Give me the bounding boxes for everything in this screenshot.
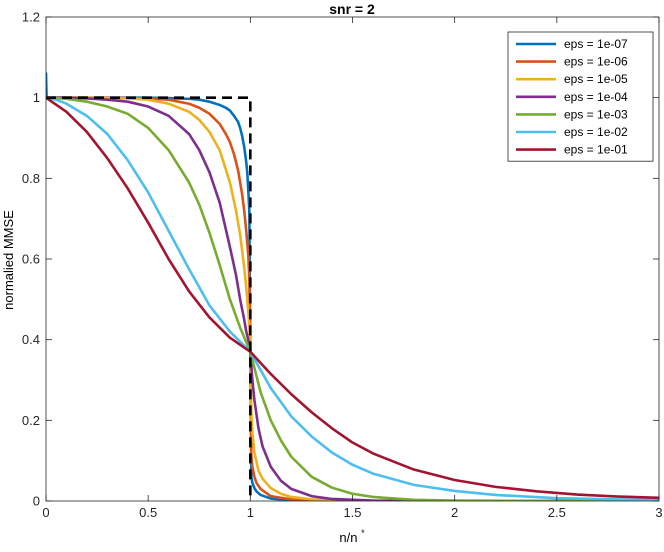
legend-label-4: eps = 1e-04 [564,90,628,104]
y-tick-label: 0 [33,494,40,509]
series-line-7 [46,96,659,500]
y-tick-label: 1.2 [22,10,40,25]
legend-label-2: eps = 1e-06 [564,55,628,69]
x-tick-label: 0.5 [139,505,157,520]
x-tick-label: 2 [451,505,458,520]
legend-label-1: eps = 1e-07 [564,37,628,51]
series-layer [46,72,659,501]
x-tick-label: 3 [655,505,662,520]
ticks-layer: 0 0.5 1 1.5 2 2.5 3 0 0.2 0.4 0.6 0.8 1 1.2 [22,10,663,521]
legend-label-7: eps = 1e-01 [564,143,628,157]
y-axis-label: normalied MMSE [1,210,16,310]
x-tick-label: 1 [247,505,254,520]
series-line-4 [46,96,659,501]
legend: eps = 1e-07 eps = 1e-06 eps = 1e-05 eps = 1… [507,31,654,162]
legend-label-3: eps = 1e-05 [564,72,628,86]
y-tick-label: 0.4 [22,332,40,347]
x-axis-label-sup: * [361,528,365,538]
y-tick-label: 0.6 [22,252,40,267]
series-line-6 [46,96,659,501]
legend-label-5: eps = 1e-03 [564,107,628,121]
y-tick-label: 0.8 [22,171,40,186]
series-line-5 [46,96,659,501]
y-tick-label: 0.2 [22,413,40,428]
legend-label-6: eps = 1e-02 [564,125,628,139]
y-tick-label: 1 [33,90,40,105]
x-axis-label: n/n * [339,528,365,545]
reference-step-line [46,96,252,501]
x-tick-label: 0 [42,505,49,520]
x-axis-label-main: n/n [339,530,357,545]
x-tick-label: 1.5 [343,505,361,520]
chart-title: snr = 2 [329,1,375,17]
x-tick-label: 2.5 [548,505,566,520]
